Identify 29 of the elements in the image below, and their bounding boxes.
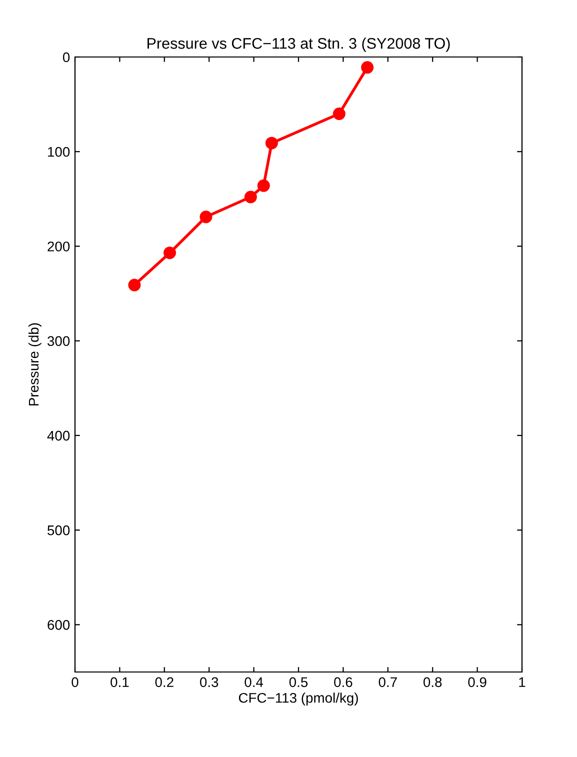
point	[128, 278, 141, 292]
x-tick-label: 0.1	[110, 677, 129, 688]
point	[164, 246, 176, 260]
point	[361, 61, 374, 74]
x-tick-label: 0.7	[378, 677, 397, 688]
y-tick-label: 500	[48, 525, 70, 536]
y-tick-label: 200	[48, 242, 70, 252]
y-tick-label: 0	[62, 52, 70, 62]
x-tick-label: 0.8	[423, 677, 442, 688]
chart-title: Pressure vs CFC−113 at Stn. 3 (SY2008 TO)	[148, 38, 450, 52]
x-axis-title: CFC−113 (pmol/kg)	[238, 692, 358, 706]
y-tick-label: 600	[48, 620, 70, 630]
x-tick-label: 0.6	[334, 677, 352, 688]
point	[200, 210, 212, 224]
point	[257, 179, 270, 192]
y-tick-label: 100	[48, 146, 70, 157]
x-tick-label: 0.3	[200, 677, 218, 688]
x-tick-label: 0.5	[289, 677, 308, 688]
point	[244, 190, 257, 204]
y-tick-label: 300	[48, 336, 70, 346]
y-axis-title: Pressure (db)	[28, 323, 42, 406]
y-tick-label: 400	[47, 430, 70, 441]
x-tick-label: 0.9	[468, 677, 486, 688]
x-tick-label: 1	[519, 677, 526, 687]
x-tick-label: 0	[72, 677, 78, 688]
point	[265, 136, 278, 150]
point	[332, 108, 346, 120]
x-tick-label: 0.4	[244, 677, 264, 688]
x-tick-label: 0.2	[155, 677, 174, 688]
